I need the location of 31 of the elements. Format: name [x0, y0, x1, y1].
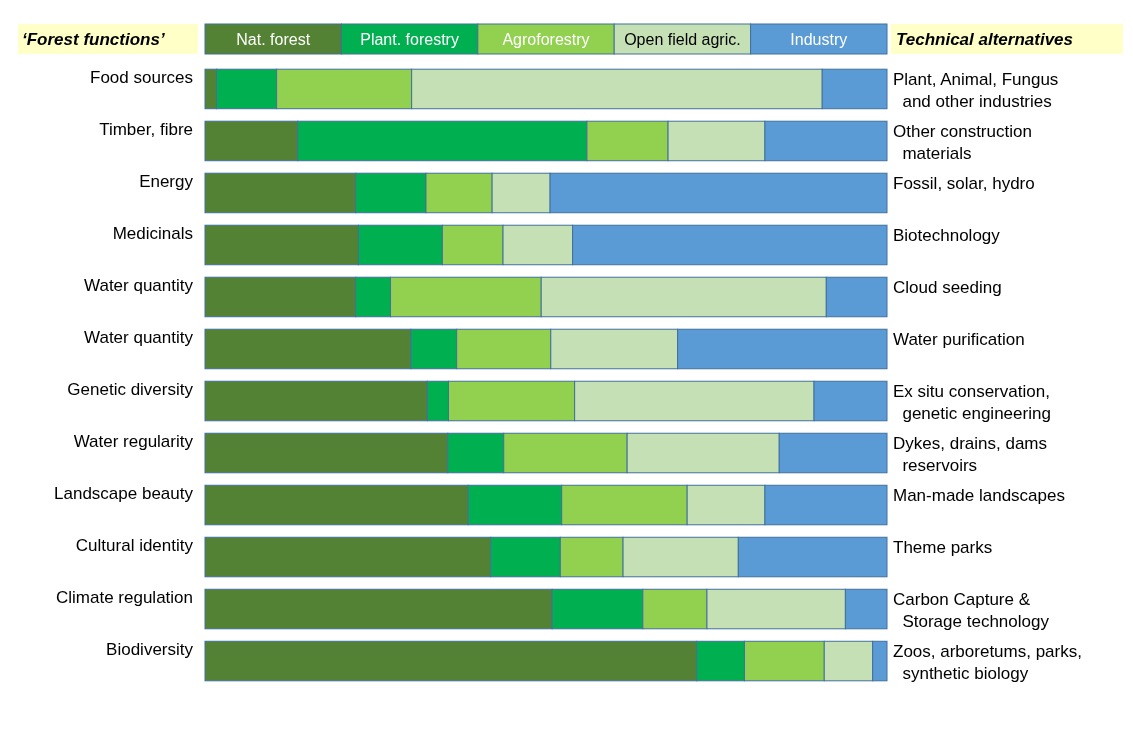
y-tick-label: Climate regulation	[55, 588, 193, 608]
text: Ex situ conservation, genetic engineering	[893, 382, 1051, 424]
text: Plant. forestry	[360, 31, 459, 48]
text: Carbon Capture & Storage technology	[893, 590, 1050, 632]
text: Agroforestry	[502, 31, 590, 48]
y-tick-label: Biodiversity	[106, 640, 194, 660]
text: Dykes, drains, dams reservoirs	[893, 434, 1047, 476]
text: Water purification	[893, 330, 1025, 350]
text: Fossil, solar, hydro	[893, 174, 1035, 194]
y-tick-label: Water quantity	[84, 276, 194, 296]
y-axis-title: ‘Forest functions’	[22, 30, 165, 49]
series-label: Open field agric.	[624, 31, 741, 48]
y-tick-label: Food sources	[90, 68, 193, 88]
y-tick-label: Medicinals	[112, 224, 193, 244]
text: Man-made landscapes	[893, 486, 1065, 506]
text: Plant, Animal, Fungus and other industries	[893, 70, 1059, 112]
y2-axis-title: Technical alternatives	[896, 30, 1074, 49]
y-tick-label: Water quantity	[84, 328, 194, 348]
text: Biotechnology	[893, 226, 1001, 246]
y-tick-label: Water regularity	[73, 432, 194, 452]
y-tick-label: Energy	[139, 172, 194, 192]
text: Theme parks	[893, 538, 993, 558]
y-tick-label: Cultural identity	[75, 536, 194, 556]
y-tick-label: Landscape beauty	[54, 484, 194, 504]
text: Zoos, arboretums, parks, synthetic biology	[893, 642, 1082, 684]
y-tick-label: Timber, fibre	[99, 120, 193, 140]
text: Cloud seeding	[893, 278, 1002, 298]
series-label: Nat. forest	[236, 31, 311, 48]
series-label: Industry	[790, 31, 848, 48]
text: Other construction materials	[893, 122, 1032, 164]
y-tick-label: Genetic diversity	[67, 380, 194, 400]
